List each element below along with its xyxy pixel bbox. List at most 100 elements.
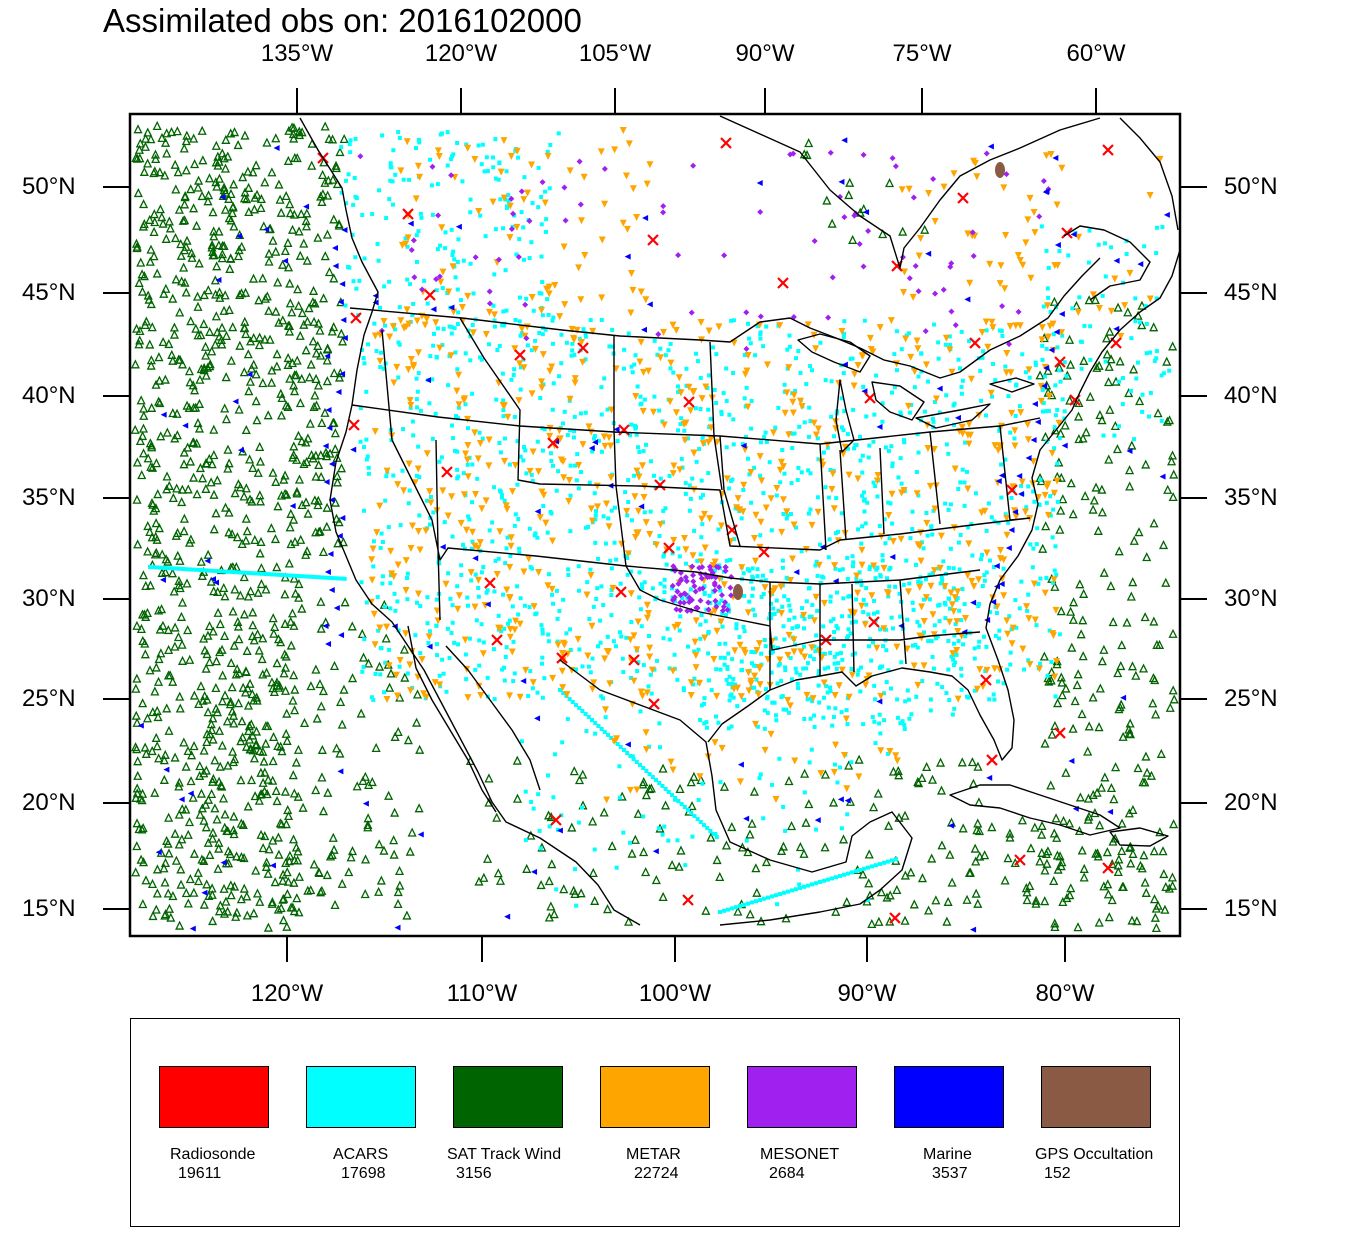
diamond-marker <box>681 599 688 606</box>
triangle-down-marker <box>603 796 611 804</box>
square-marker <box>683 863 688 868</box>
right-lat-label: 50°N <box>1224 173 1278 200</box>
square-marker <box>658 476 663 481</box>
square-marker <box>698 552 703 557</box>
triangle-up-marker <box>567 822 577 832</box>
triangle-down-marker <box>862 681 870 689</box>
triangle-up-marker <box>160 374 170 384</box>
triangle-down-marker <box>900 487 908 495</box>
diamond-marker <box>865 227 872 234</box>
triangle-up-marker <box>967 757 977 767</box>
bottom-lon-label: 110°W <box>446 980 518 1007</box>
square-marker <box>434 288 439 293</box>
square-marker <box>849 666 854 671</box>
triangle-down-marker <box>496 528 504 536</box>
triangle-left-marker <box>426 643 433 650</box>
diamond-marker <box>728 592 735 599</box>
triangle-up-marker <box>199 318 209 329</box>
square-marker <box>512 367 517 372</box>
square-marker <box>214 569 218 573</box>
triangle-up-marker <box>182 578 192 588</box>
square-marker <box>506 198 511 203</box>
triangle-up-marker <box>1068 509 1078 519</box>
triangle-up-marker <box>1083 746 1093 756</box>
square-marker <box>644 769 649 773</box>
triangle-down-marker <box>1009 483 1017 491</box>
diamond-marker <box>906 275 913 282</box>
square-marker <box>770 782 775 787</box>
triangle-down-marker <box>507 534 515 542</box>
triangle-down-marker <box>828 485 836 493</box>
triangle-up-marker <box>138 788 148 798</box>
square-marker <box>773 636 778 641</box>
triangle-up-marker <box>161 909 171 919</box>
square-marker <box>406 501 411 506</box>
diamond-marker <box>576 158 583 165</box>
triangle-up-marker <box>228 201 238 211</box>
square-marker <box>596 438 601 443</box>
triangle-left-marker <box>534 508 541 515</box>
triangle-up-marker <box>282 888 292 899</box>
triangle-down-marker <box>623 507 631 515</box>
triangle-down-marker <box>538 378 546 386</box>
triangle-down-marker <box>1043 302 1051 310</box>
square-marker <box>1041 304 1046 309</box>
square-marker <box>973 491 978 496</box>
triangle-up-marker <box>262 667 272 677</box>
triangle-down-marker <box>380 317 388 325</box>
triangle-up-marker <box>314 459 324 470</box>
square-marker <box>504 645 509 650</box>
square-marker <box>559 361 564 366</box>
square-marker <box>1046 265 1051 270</box>
triangle-up-marker <box>272 361 282 371</box>
triangle-up-marker <box>323 787 333 797</box>
triangle-down-marker <box>681 436 689 444</box>
triangle-down-marker <box>613 735 621 743</box>
triangle-down-marker <box>954 627 962 635</box>
square-marker <box>1026 484 1031 489</box>
triangle-up-marker <box>639 847 649 857</box>
square-marker <box>865 897 870 902</box>
triangle-down-marker <box>1049 630 1057 638</box>
triangle-left-marker <box>1113 257 1120 264</box>
triangle-up-marker <box>1139 850 1149 860</box>
triangle-up-marker <box>924 905 934 915</box>
triangle-left-marker <box>232 398 239 405</box>
square-marker <box>632 473 637 478</box>
square-marker <box>829 414 834 419</box>
triangle-down-marker <box>1042 152 1050 160</box>
square-marker <box>850 554 855 559</box>
square-marker <box>519 739 524 744</box>
triangle-up-marker <box>174 204 184 214</box>
square-marker <box>894 857 898 862</box>
triangle-up-marker <box>170 752 180 762</box>
square-marker <box>877 524 882 529</box>
square-marker <box>494 397 499 402</box>
square-marker <box>595 556 600 561</box>
triangle-down-marker <box>556 313 564 321</box>
square-marker <box>925 533 930 538</box>
triangle-down-marker <box>474 455 482 463</box>
triangle-up-marker <box>318 189 328 199</box>
triangle-down-marker <box>405 320 413 328</box>
triangle-up-marker <box>176 239 186 249</box>
triangle-up-marker <box>194 258 204 268</box>
triangle-down-marker <box>845 471 853 479</box>
triangle-up-marker <box>315 526 325 536</box>
triangle-up-marker <box>356 708 366 718</box>
triangle-up-marker <box>1109 794 1119 804</box>
square-marker <box>664 562 669 567</box>
triangle-up-marker <box>280 685 291 695</box>
triangle-up-marker <box>307 160 317 170</box>
square-marker <box>701 701 706 706</box>
square-marker <box>1033 362 1038 367</box>
square-marker <box>861 610 866 615</box>
triangle-down-marker <box>431 679 439 687</box>
square-marker <box>543 229 548 234</box>
square-marker <box>726 681 731 686</box>
map-canvas <box>103 88 1207 962</box>
triangle-down-marker <box>609 584 617 592</box>
square-marker <box>988 558 993 563</box>
diamond-marker <box>660 203 667 210</box>
square-marker <box>698 820 703 824</box>
